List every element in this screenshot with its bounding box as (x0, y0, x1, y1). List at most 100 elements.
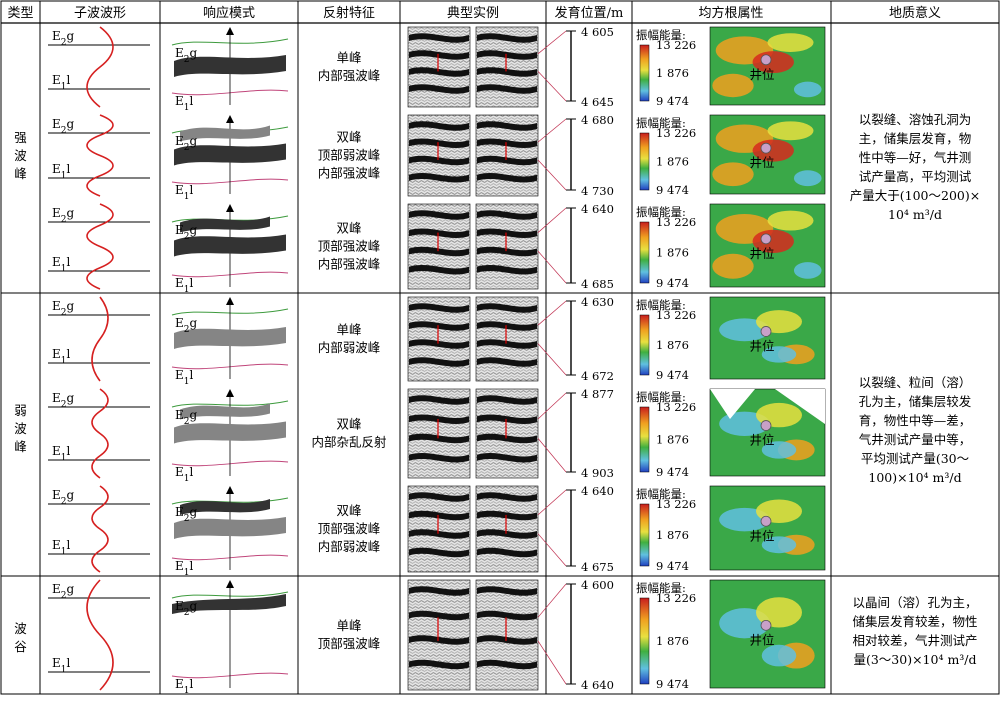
depth-top-value: 4 600 (581, 578, 614, 592)
amp-energy-label: 振幅能量: (636, 28, 686, 42)
response-body-top (180, 216, 270, 233)
seismic-reflector (409, 228, 469, 238)
seismic-reflector (409, 547, 469, 558)
seismic-reflector (409, 610, 469, 621)
seismic-reflector (477, 138, 537, 148)
wavelet-curve (91, 388, 109, 479)
depth-top-value: 4 640 (581, 202, 614, 216)
amp-energy-label: 振幅能量: (636, 298, 686, 312)
reflection-feature-text: 内部弱波峰 (318, 340, 381, 355)
response-body (174, 143, 286, 166)
amp-colorbar (639, 406, 650, 473)
amp-tick-label: 1 876 (656, 634, 689, 648)
well-label: 井位 (749, 338, 774, 353)
reflection-feature-text: 顶部强波峰 (318, 239, 381, 254)
geology-line: 以裂缝、溶蚀孔洞为 (859, 112, 972, 127)
geology-line: 储集层发育较差，物性 (852, 614, 977, 629)
well-location-icon (760, 619, 772, 631)
amp-tick-label: 1 876 (656, 155, 689, 169)
depth-bottom-value: 4 672 (581, 369, 614, 383)
geology-line: 育，物性中等—差， (859, 413, 972, 428)
map-blob (712, 73, 754, 98)
amp-tick-label: 1 876 (656, 66, 689, 80)
reflection-feature-text: 顶部强波峰 (318, 636, 381, 651)
header-type: 类型 (7, 6, 33, 21)
map-blob (761, 536, 797, 554)
amp-tick-label: 13 226 (656, 38, 696, 52)
response-body (174, 421, 286, 444)
depth-leader (537, 640, 567, 685)
response-body (174, 517, 286, 539)
depth-bottom-value: 4 685 (581, 277, 614, 291)
seismic-reflector (409, 321, 469, 331)
depth-top-value: 4 630 (581, 295, 614, 309)
well-label: 井位 (749, 528, 774, 543)
reflection-feature-text: 内部弱波峰 (318, 539, 381, 554)
seismic-reflector (409, 492, 469, 502)
amp-energy-label: 振幅能量: (636, 390, 686, 404)
layer-label-bottom: E1l (175, 94, 194, 113)
amp-tick-label: 9 474 (656, 465, 689, 479)
layer-label-top: E2g (175, 505, 198, 524)
geology-line: 平均测试产量(30～ (861, 451, 969, 466)
seismic-reflector (477, 510, 537, 521)
well-label: 井位 (749, 67, 774, 82)
map-blob (767, 33, 814, 52)
seismic-reflector (409, 659, 469, 670)
amp-tick-label: 9 474 (656, 559, 689, 573)
amp-tick-label: 13 226 (656, 497, 696, 511)
well-location-icon (760, 420, 772, 431)
seismic-reflector (409, 121, 469, 131)
well-label: 井位 (749, 246, 774, 261)
response-body (174, 55, 286, 77)
layer-label-top: E2g (175, 408, 198, 427)
seismic-reflector (409, 339, 469, 349)
seismic-reflector (477, 414, 537, 424)
geology-line: 试产量高，平均测试 (859, 169, 972, 184)
amp-energy-label: 振幅能量: (636, 581, 686, 595)
amp-colorbar (639, 503, 650, 567)
map-nodata (710, 389, 825, 424)
geology-line: 产量大于(100～200)× (850, 188, 980, 203)
seismic-reflector (477, 492, 537, 502)
seismic-reflector (477, 50, 537, 60)
layer-label-bottom: E1l (52, 444, 71, 463)
reflection-feature-text: 单峰 (336, 618, 362, 633)
seismic-reflector (477, 433, 537, 444)
map-blob (793, 81, 822, 98)
map-blob (761, 644, 797, 667)
arrow-icon (226, 204, 234, 212)
seismic-reflector (409, 265, 469, 275)
amp-tick-label: 9 474 (656, 183, 689, 197)
seismic-reflector (409, 50, 469, 60)
wavelet-curve (86, 203, 114, 290)
type-char: 弱 (14, 403, 27, 418)
map-blob (793, 170, 822, 187)
seismic-reflector (409, 395, 469, 405)
depth-bottom-value: 4 645 (581, 95, 614, 109)
seismic-reflector (409, 433, 469, 444)
layer-label-top: E2g (175, 46, 198, 65)
arrow-icon (226, 486, 234, 494)
layer-label-top: E2g (52, 488, 75, 507)
type-char: 峰 (14, 166, 27, 181)
type-char: 峰 (14, 439, 27, 454)
amp-tick-label: 13 226 (656, 126, 696, 140)
seismic-reflector (409, 246, 469, 257)
layer-label-top: E2g (175, 599, 198, 618)
arrow-icon (226, 389, 234, 397)
type-column: 强 波 峰 弱 波 峰 波 谷 (14, 130, 27, 654)
seismic-reflector (477, 246, 537, 257)
seismic-reflector (477, 529, 537, 539)
depth-leader (537, 30, 567, 55)
seismic-reflector (409, 586, 469, 596)
depth-top-value: 4 605 (581, 25, 614, 39)
response-body (172, 594, 286, 614)
seismic-reflector (477, 33, 537, 43)
seismic-reflector (477, 265, 537, 275)
amp-tick-label: 1 876 (656, 246, 689, 260)
reflection-feature-text: 顶部强波峰 (318, 521, 381, 536)
geology-line: 性中等—好，气井测 (859, 150, 972, 165)
